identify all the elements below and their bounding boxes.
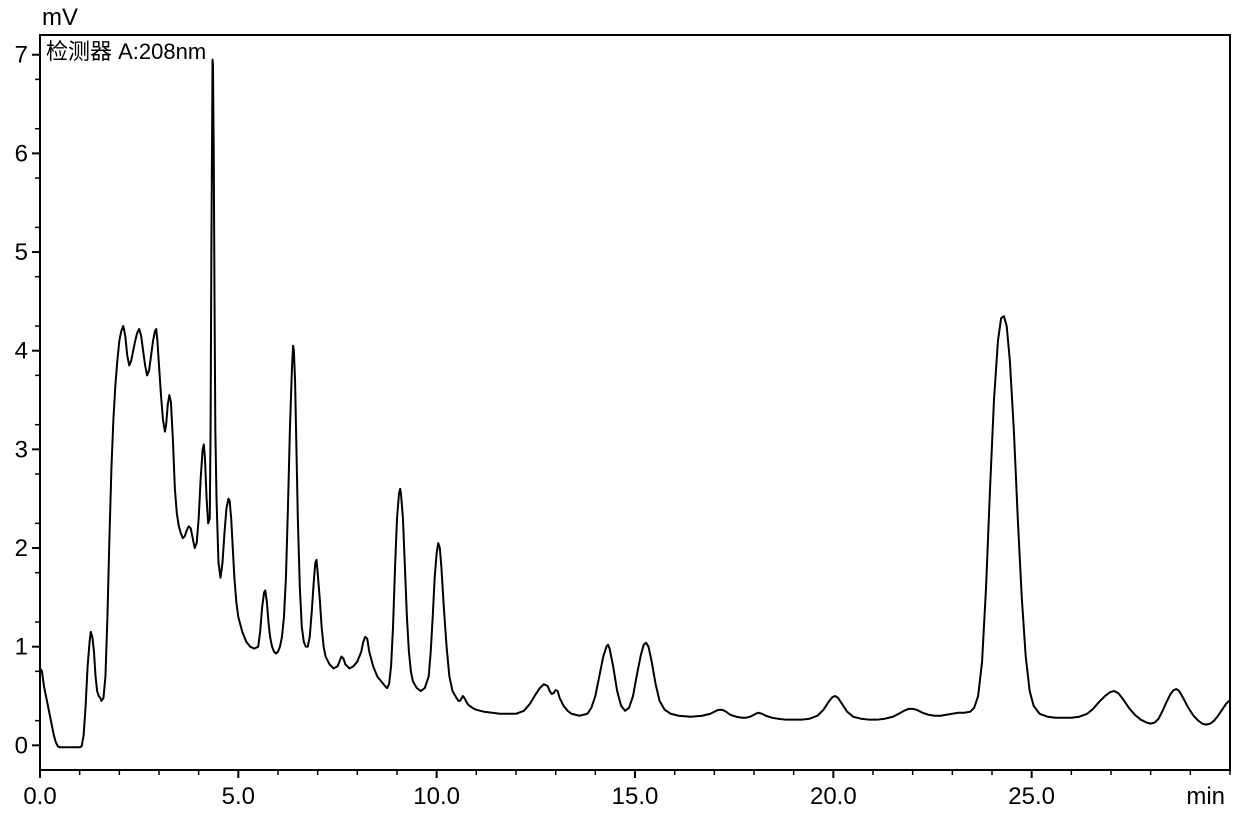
x-tick-label: 0.0 xyxy=(23,783,56,810)
chromatogram-trace xyxy=(40,60,1230,748)
x-tick-label: 5.0 xyxy=(222,783,255,810)
y-tick-label: 5 xyxy=(15,239,28,266)
y-tick-label: 1 xyxy=(15,634,28,661)
y-tick-label: 3 xyxy=(15,436,28,463)
y-tick-label: 7 xyxy=(15,42,28,69)
x-tick-label: 20.0 xyxy=(810,783,857,810)
y-tick-label: 2 xyxy=(15,535,28,562)
x-tick-label: 10.0 xyxy=(413,783,460,810)
chromatogram-chart: 0 1 2 3 4 5 6 7 0.0 5.0 10.0 15.0 20.0 25.0 mV min 检测器 A… xyxy=(0,0,1240,819)
detector-annotation: 检测器 A:208nm xyxy=(46,39,206,64)
x-tick-label: 25.0 xyxy=(1008,783,1055,810)
y-tick-label: 4 xyxy=(15,338,28,365)
x-axis-unit: min xyxy=(1186,783,1225,810)
y-tick-label: 6 xyxy=(15,140,28,167)
x-tick-label: 15.0 xyxy=(612,783,659,810)
y-axis-unit: mV xyxy=(42,4,78,31)
y-tick-label: 0 xyxy=(15,732,28,759)
